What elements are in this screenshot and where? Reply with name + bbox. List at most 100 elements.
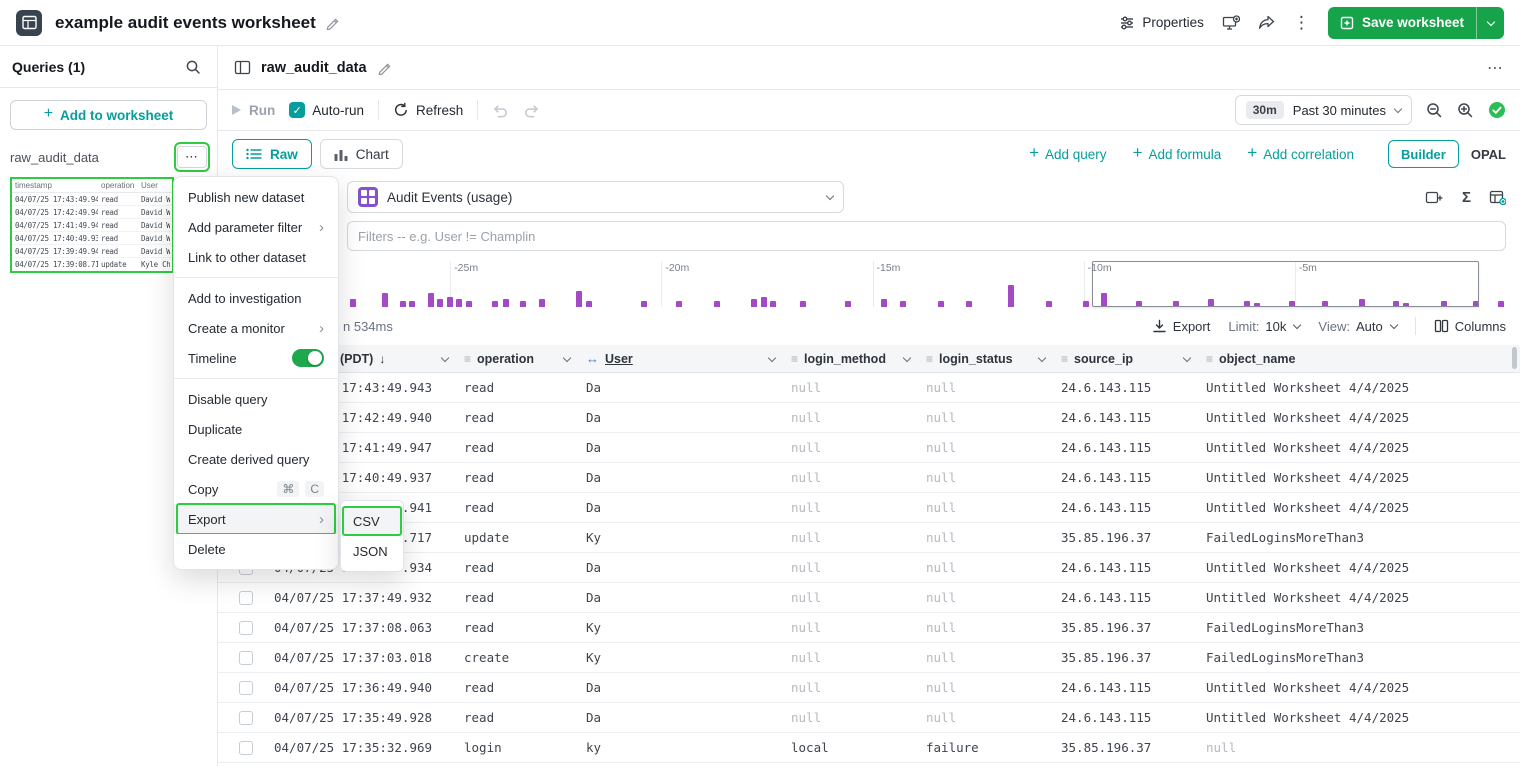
column-header-operation[interactable]: ≡ operation [456, 345, 578, 372]
column-header-user[interactable]: ↔ User [578, 345, 783, 372]
mode-opal[interactable]: OPAL [1470, 146, 1506, 162]
column-header-login-method[interactable]: ≡ login_method [783, 345, 918, 372]
row-checkbox[interactable] [239, 620, 253, 635]
tab-raw[interactable]: Raw [232, 139, 312, 169]
auto-run-checkbox[interactable]: ✓ Auto-run [289, 102, 364, 118]
columns-button[interactable]: Columns [1434, 319, 1506, 334]
query-menu-button[interactable]: ⋯ [174, 142, 210, 172]
table-row[interactable]: 04/07/25 17:42:49.940 read Da null null 24.6.… [218, 403, 1520, 433]
column-header-object-name[interactable]: ≡ object_name [1206, 351, 1296, 366]
table-row[interactable]: 04/07/25 17:41:49.947 read Da null null 24.6.… [218, 433, 1520, 463]
row-checkbox[interactable] [239, 710, 253, 725]
table-row[interactable]: 04/07/25 17:37:03.018 create Ky null null 35.… [218, 643, 1520, 673]
query-list-item[interactable]: raw_audit_data ⋯ [10, 142, 210, 172]
redo-icon[interactable] [523, 103, 540, 118]
cell-source-ip: 24.6.143.115 [1061, 560, 1152, 575]
table-row[interactable]: 04/07/25 17:40:49.937 read Da null null 24.6.… [218, 463, 1520, 493]
limit-dropdown[interactable]: Limit: 10k [1228, 319, 1302, 334]
histogram-bar [676, 301, 683, 307]
add-stage-icon[interactable] [1425, 190, 1444, 205]
share-icon[interactable] [1258, 15, 1275, 30]
properties-button[interactable]: Properties [1119, 15, 1204, 31]
row-checkbox[interactable] [239, 740, 253, 755]
row-checkbox[interactable] [239, 650, 253, 665]
zoom-in-icon[interactable] [1457, 102, 1474, 119]
table-row[interactable]: 04/07/25 17:39:08.717updateKynullnull35.… [218, 523, 1520, 553]
menu-item-timeline[interactable]: Timeline [174, 343, 338, 373]
table-row[interactable]: 04/07/25 17:35:49.928 read Da null null 24.6.… [218, 703, 1520, 733]
add-formula-button[interactable]: + Add formula [1132, 143, 1222, 162]
cell-operation: create [464, 650, 510, 665]
undo-icon[interactable] [492, 103, 509, 118]
export-button[interactable]: Export [1152, 319, 1210, 334]
column-menu-icon[interactable] [1037, 353, 1047, 362]
panel-toggle-icon[interactable] [234, 60, 251, 75]
tab-chart[interactable]: Chart [319, 139, 403, 169]
query-more-icon[interactable]: ⋯ [1487, 59, 1504, 77]
edit-title-icon[interactable] [325, 16, 339, 30]
submenu-item-csv[interactable]: CSV [341, 506, 403, 536]
submenu-item-json[interactable]: JSON [341, 536, 403, 566]
table-row[interactable]: 04/07/25 17:37:49.932 read Da null null 24.6.… [218, 583, 1520, 613]
table-scrollbar[interactable] [1512, 347, 1517, 369]
menu-item-duplicate[interactable]: Duplicate [174, 414, 338, 444]
preview-row: 04/07/25 17:41:49.947 read David W [12, 219, 172, 232]
table-row[interactable]: 04/07/25 17:37:08.063 read Ky null null 35.85… [218, 613, 1520, 643]
menu-item-export[interactable]: Export › [174, 503, 338, 535]
zoom-out-icon[interactable] [1426, 102, 1443, 119]
app-logo-icon[interactable] [16, 9, 42, 36]
column-header-login-status[interactable]: ≡ login_status [918, 345, 1053, 372]
table-row[interactable]: 04/07/25 17:38:49.934readDanullnull24.6.… [218, 553, 1520, 583]
add-to-worksheet-button[interactable]: + Add to worksheet [10, 100, 207, 130]
menu-item-publish-new-dataset[interactable]: Publish new dataset [174, 182, 338, 212]
histogram-bar [1008, 285, 1015, 307]
histogram-gridline [661, 261, 663, 307]
histogram-bar [1172, 301, 1179, 307]
preview-col-user: User [141, 181, 158, 190]
add-query-button[interactable]: + Add query [1029, 143, 1107, 162]
query-header: raw_audit_data ⋯ [218, 46, 1520, 90]
mode-builder[interactable]: Builder [1388, 140, 1459, 168]
save-worksheet-button[interactable]: Save worksheet [1327, 6, 1504, 39]
add-monitor-icon[interactable] [1222, 14, 1240, 31]
table-options-icon[interactable] [1489, 190, 1506, 205]
table-row[interactable]: 04/07/25 17:39:49.941readDanullnull24.6.… [218, 493, 1520, 523]
timeline-toggle[interactable] [292, 349, 324, 367]
refresh-button[interactable]: Refresh [393, 102, 463, 118]
column-menu-icon[interactable] [440, 353, 450, 362]
table-row[interactable]: 04/07/25 17:36:49.940 read Da null null 24.6.… [218, 673, 1520, 703]
menu-item-create-derived-query[interactable]: Create derived query [174, 444, 338, 474]
aggregate-sigma-icon[interactable]: Σ [1461, 188, 1471, 206]
run-button[interactable]: Run [232, 103, 275, 118]
view-dropdown[interactable]: View: Auto [1318, 319, 1398, 334]
search-icon[interactable] [185, 59, 201, 75]
column-menu-icon[interactable] [767, 353, 777, 362]
row-checkbox[interactable] [239, 590, 253, 605]
more-options-icon[interactable]: ⋮ [1292, 13, 1310, 32]
column-menu-icon[interactable] [902, 353, 912, 362]
menu-item-link-to-other-dataset[interactable]: Link to other dataset [174, 242, 338, 272]
cell-operation: read [464, 620, 495, 635]
dataset-selector[interactable]: Audit Events (usage) [347, 181, 844, 213]
time-selection-brush[interactable] [1091, 261, 1480, 307]
menu-item-delete[interactable]: Delete [174, 534, 338, 564]
column-header-source-ip[interactable]: ≡ source_ip [1053, 345, 1198, 372]
query-name[interactable]: raw_audit_data [10, 149, 99, 165]
menu-item-disable-query[interactable]: Disable query [174, 384, 338, 414]
menu-item-create-a-monitor[interactable]: Create a monitor › [174, 313, 338, 343]
time-range-picker[interactable]: 30m Past 30 minutes [1234, 95, 1412, 125]
save-options-caret[interactable] [1476, 6, 1504, 39]
table-row[interactable]: 04/07/25 17:35:32.969 login ky local failure… [218, 733, 1520, 763]
time-histogram[interactable]: -25m -20m -15m -10m -5m [239, 261, 1506, 307]
filter-input[interactable] [347, 221, 1506, 251]
edit-query-title-icon[interactable] [377, 61, 391, 75]
menu-item-add-to-investigation[interactable]: Add to investigation [174, 283, 338, 313]
table-row[interactable]: 04/07/25 17:43:49.943 read Da null null 24.6.… [218, 373, 1520, 403]
query-preview-table[interactable]: timestamp operation User 04/07/25 17:43:49… [10, 177, 174, 273]
menu-item-add-parameter-filter[interactable]: Add parameter filter › [174, 212, 338, 242]
column-menu-icon[interactable] [1182, 353, 1192, 362]
add-correlation-button[interactable]: + Add correlation [1247, 143, 1355, 162]
menu-item-copy[interactable]: Copy ⌘ C [174, 474, 338, 504]
row-checkbox[interactable] [239, 680, 253, 695]
column-menu-icon[interactable] [562, 353, 572, 362]
